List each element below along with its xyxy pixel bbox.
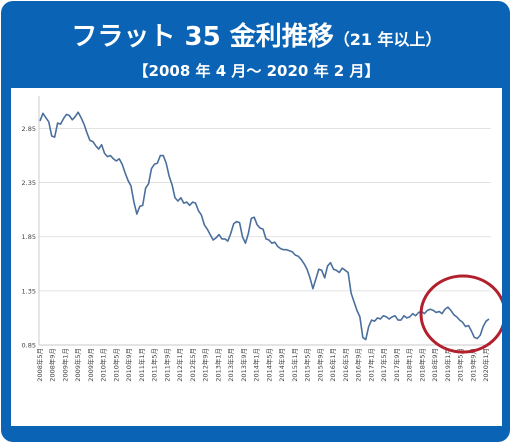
x-tick-label: 2019年5月 [456,348,465,382]
x-tick-label: 2018年9月 [430,348,439,382]
series-line [39,111,490,341]
x-tick-label: 2015年5月 [303,348,312,382]
y-tick-label: 2.35 [22,179,36,187]
x-tick-label: 2010年9月 [124,348,133,382]
x-tick-label: 2020年1月 [481,348,490,382]
x-tick-label: 2018年5月 [417,348,426,382]
chart-title: フラット 35 金利推移（21 年以上） [0,22,513,55]
x-tick-label: 2017年9月 [392,348,401,382]
x-tick-label: 2013年5月 [226,348,235,382]
line-chart: 0.85 1.35 1.85 2.35 2.85 2008年5月 2008年9月 2009年1… [22,96,502,382]
x-tick-label: 2009年5月 [73,348,82,382]
x-tick-label: 2015年9月 [315,348,324,382]
x-tick-label: 2019年1月 [443,348,452,382]
x-tick-label: 2008年9月 [48,348,57,382]
highlight-circle [419,274,502,354]
x-tick-label: 2011年5月 [150,348,159,382]
x-tick-label: 2009年1月 [60,348,69,382]
x-tick-label: 2011年9月 [162,348,171,382]
x-tick-label: 2017年5月 [379,348,388,382]
x-tick-label: 2017年1月 [366,348,375,382]
y-tick-label: 0.85 [22,342,36,350]
x-tick-label: 2014年9月 [277,348,286,382]
x-tick-label: 2019年9月 [468,348,477,382]
x-tick-label: 2014年5月 [264,348,273,382]
x-tick-label: 2011年1月 [137,348,146,382]
x-tick-label: 2013年1月 [213,348,222,382]
y-tick-label: 1.85 [22,233,36,241]
x-tick-label: 2015年1月 [290,348,299,382]
x-tick-label: 2018年1月 [405,348,414,382]
x-tick-label: 2012年1月 [175,348,184,382]
x-tick-label: 2016年9月 [354,348,363,382]
x-tick-label: 2016年1月 [328,348,337,382]
chart-title-qualifier: （21 年以上） [333,30,442,49]
x-tick-label: 2010年5月 [111,348,120,382]
y-tick-label: 1.35 [22,287,36,295]
x-tick-label: 2012年9月 [201,348,210,382]
chart-panel: 0.85 1.35 1.85 2.35 2.85 2008年5月 2008年9月 2009年1… [11,88,502,426]
x-tick-label: 2009年9月 [86,348,95,382]
x-tick-label: 2013年9月 [239,348,248,382]
chart-date-range: 【2008 年 4 月～ 2020 年 2 月】 [133,62,380,80]
y-tick-label: 2.85 [22,125,36,133]
chart-title-main: フラット 35 金利推移 [71,22,334,52]
x-tick-label: 2008年5月 [35,348,44,382]
x-tick-label: 2014年1月 [252,348,261,382]
x-tick-label: 2012年5月 [188,348,197,382]
x-tick-label: 2010年1月 [99,348,108,382]
x-tick-label: 2016年5月 [341,348,350,382]
